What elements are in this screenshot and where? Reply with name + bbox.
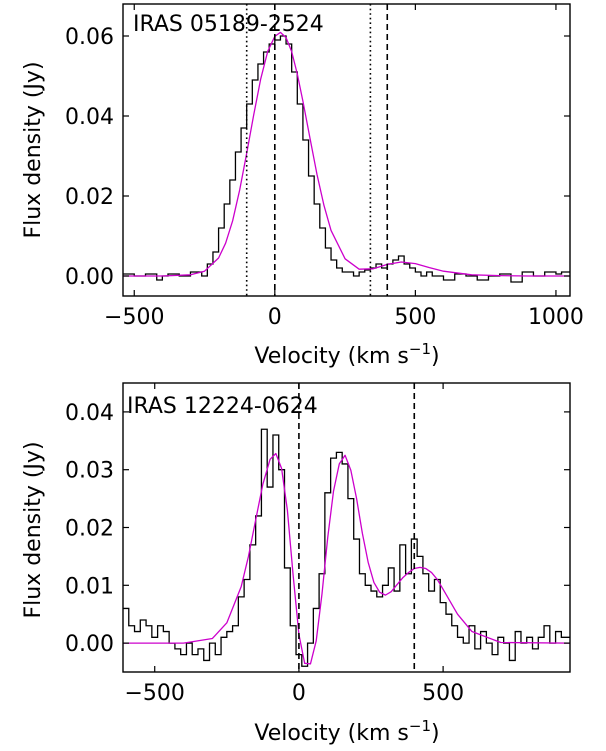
x-tick-label: −500 bbox=[104, 305, 164, 330]
y-axis-label: Flux density (Jy) bbox=[21, 441, 46, 618]
panel-iras-05189-2524: −500 0 500 1000 0.00 0.02 0.04 0.06 IRAS 05189-… bbox=[21, 3, 584, 369]
y-tick-label: 0.02 bbox=[65, 517, 114, 542]
panel-title: IRAS 12224-0624 bbox=[127, 394, 318, 419]
x-tick-label: 500 bbox=[422, 681, 464, 706]
x-tick-label: 500 bbox=[394, 305, 436, 330]
y-tick-label: 0.01 bbox=[65, 574, 114, 599]
spectrum-histogram-line bbox=[123, 428, 570, 667]
x-tick-label: 0 bbox=[292, 681, 306, 706]
gaussian-fit-line bbox=[123, 452, 570, 665]
y-tick-label: 0.02 bbox=[65, 185, 114, 210]
x-axis-label: Velocity (km s−1) bbox=[254, 717, 439, 746]
y-tick-label: 0.04 bbox=[65, 105, 114, 130]
x-tick-label: 1000 bbox=[528, 305, 584, 330]
gaussian-fit-line bbox=[123, 31, 570, 277]
plot-frame bbox=[122, 382, 571, 673]
plot-frame bbox=[122, 3, 571, 297]
plot-area bbox=[123, 31, 570, 283]
y-tick-label: 0.03 bbox=[65, 459, 114, 484]
x-tick-label: 0 bbox=[268, 305, 282, 330]
y-tick-label: 0.06 bbox=[65, 25, 114, 50]
y-tick-label: 0.04 bbox=[65, 401, 114, 426]
y-tick-label: 0.00 bbox=[65, 265, 114, 290]
y-tick-label: 0.00 bbox=[65, 632, 114, 657]
panel-iras-12224-0624: −500 0 500 0.00 0.01 0.02 0.03 0.04 IRAS 12224-… bbox=[21, 382, 571, 746]
y-axis-label: Flux density (Jy) bbox=[21, 61, 46, 238]
panel-title: IRAS 05189-2524 bbox=[133, 12, 324, 37]
x-tick-label: −500 bbox=[125, 681, 185, 706]
plot-area bbox=[123, 428, 570, 667]
x-axis-label: Velocity (km s−1) bbox=[254, 340, 439, 369]
spectrum-histogram-line bbox=[123, 35, 570, 283]
